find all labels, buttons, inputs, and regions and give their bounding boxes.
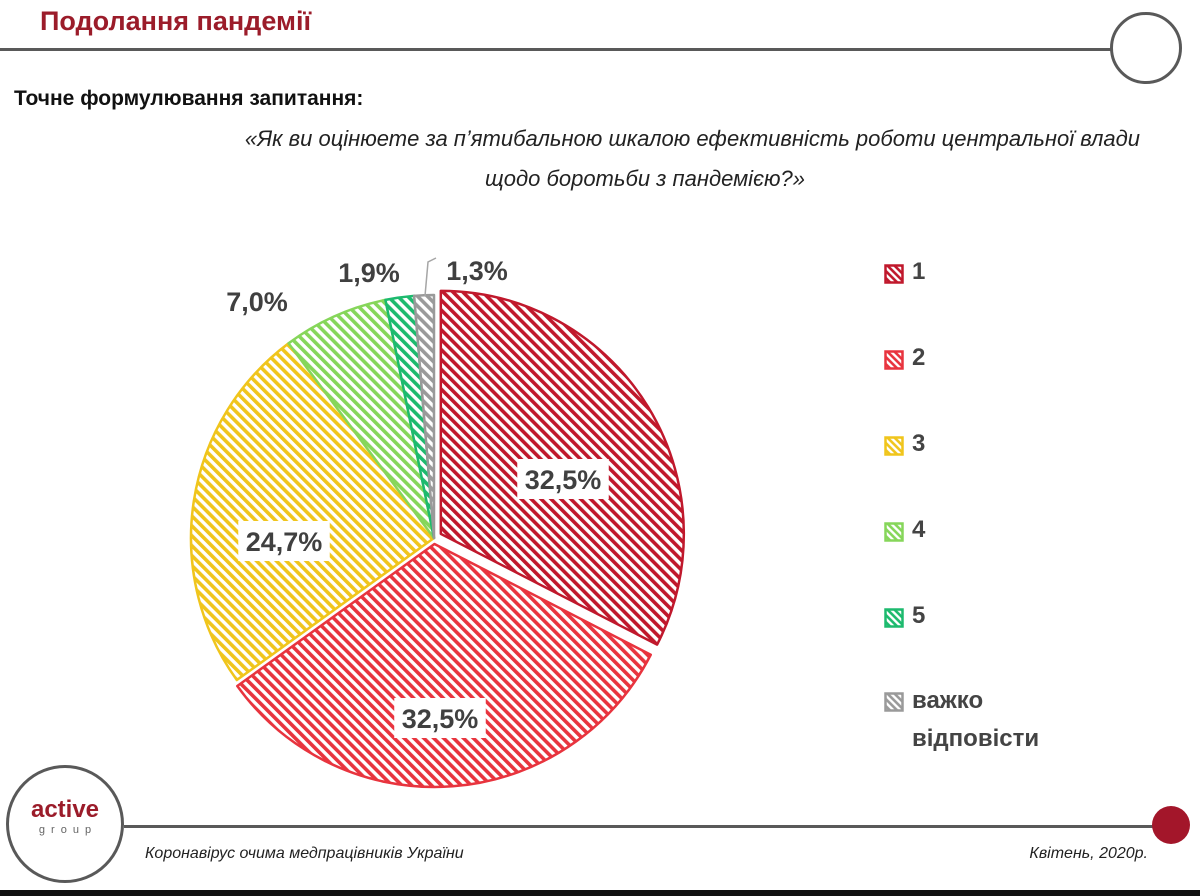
data-label-hard-to-answer: 1,3%	[446, 256, 508, 286]
legend-item-1: 1	[884, 258, 925, 286]
legend-item-5: 5	[884, 602, 925, 630]
legend-label-hard-to-answer: важко відповісти	[912, 682, 1039, 758]
pie-slice-3	[189, 342, 436, 682]
data-label-5: 1,9%	[338, 258, 400, 288]
data-label-2: 32,5%	[402, 704, 479, 734]
header-circle-decoration	[1110, 12, 1182, 84]
data-label-box-3	[238, 521, 330, 561]
legend-swatch-hard-to-answer	[884, 692, 904, 712]
active-group-logo: active group	[6, 765, 124, 883]
legend-label-hard-line2: відповісти	[912, 725, 1040, 752]
pie-slice-hard-to-answer	[412, 293, 436, 540]
pie-slice-4	[287, 298, 436, 540]
logo-word: active	[30, 796, 100, 823]
footer-dot-decoration	[1152, 806, 1190, 844]
legend-swatch-3	[884, 436, 904, 456]
legend-swatch-5	[884, 608, 904, 628]
data-label-box-1	[517, 459, 609, 499]
data-label-box-2	[394, 698, 486, 738]
footer-date-text: Квітень, 2020р.	[1029, 845, 1148, 862]
page-title: Подолання пандемії	[40, 6, 312, 36]
legend-item-hard-to-answer: важко відповісти	[884, 686, 1039, 758]
legend-item-3: 3	[884, 430, 925, 458]
footer-divider	[124, 825, 1164, 828]
bottom-bar	[0, 890, 1200, 896]
footer-source-text: Коронавірус очима медпрацівників України	[145, 845, 464, 862]
legend-label-1: 1	[912, 258, 926, 285]
pie-slice-2	[236, 542, 652, 789]
legend-label-4: 4	[912, 516, 926, 543]
legend-swatch-2	[884, 350, 904, 370]
legend-label-hard-line1: важко	[912, 687, 984, 714]
question-label: Точне формулювання запитання:	[14, 87, 364, 110]
question-text-line1: «Як ви оцінюете за п’ятибальною шкалою е…	[244, 126, 1140, 151]
question-text-line2: щодо боротьби з пандемією?»	[485, 166, 805, 191]
legend-item-2: 2	[884, 344, 925, 372]
legend-item-4: 4	[884, 516, 925, 544]
legend-label-3: 3	[912, 430, 926, 457]
data-label-3: 24,7%	[246, 527, 323, 557]
legend-swatch-1	[884, 264, 904, 284]
legend-label-5: 5	[912, 602, 926, 629]
data-label-4: 7,0%	[226, 287, 288, 317]
data-label-1: 32,5%	[525, 465, 602, 495]
logo-subword: group	[38, 824, 98, 836]
legend-label-2: 2	[912, 344, 926, 371]
header-divider	[0, 48, 1115, 51]
leader-line-hard-to-answer	[424, 257, 437, 297]
legend-swatch-4	[884, 522, 904, 542]
